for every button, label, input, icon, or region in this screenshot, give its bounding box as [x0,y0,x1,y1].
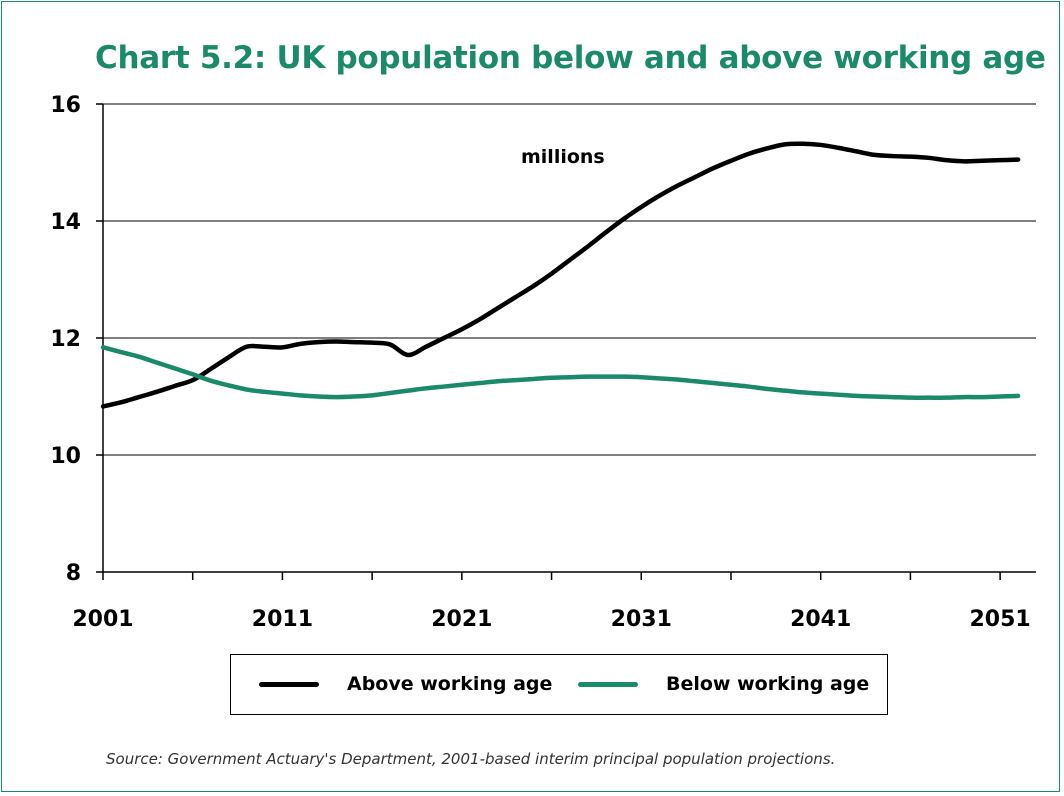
source-note: Source: Government Actuary's Department,… [106,750,836,768]
x-tick-label: 2031 [611,607,672,632]
series-line-below-working-age [100,345,1021,400]
x-tick-label: 2041 [790,607,851,632]
x-tick-label: 2051 [969,607,1030,632]
unit-label: millions [521,146,605,168]
chart-title: Chart 5.2: UK population below and above… [95,40,1046,76]
y-tick-label: 10 [50,444,81,469]
legend-swatch-above [259,681,319,687]
x-tick-label: 2011 [252,607,313,632]
series-line-above-working-age [100,141,1021,409]
legend-label-below: Below working age [666,673,870,695]
y-tick-label: 8 [66,561,81,586]
legend-item-above: Above working age [259,655,552,713]
legend-swatch-below [578,681,638,687]
series-lines [100,141,1021,409]
legend-item-below: Below working age [578,655,869,713]
y-tick-label: 14 [50,210,81,235]
axes [96,103,1036,580]
x-tick-label: 2001 [72,607,133,632]
legend: Above working age Below working age [230,654,888,715]
gridlines [103,103,1036,456]
legend-label-above: Above working age [347,673,553,695]
x-tick-label: 2021 [431,607,492,632]
y-tick-label: 12 [50,327,81,352]
y-tick-label: 16 [50,93,81,118]
tick-labels: 8 10 12 14 16 2001 2011 2021 2031 2041 2051 [50,93,1030,632]
